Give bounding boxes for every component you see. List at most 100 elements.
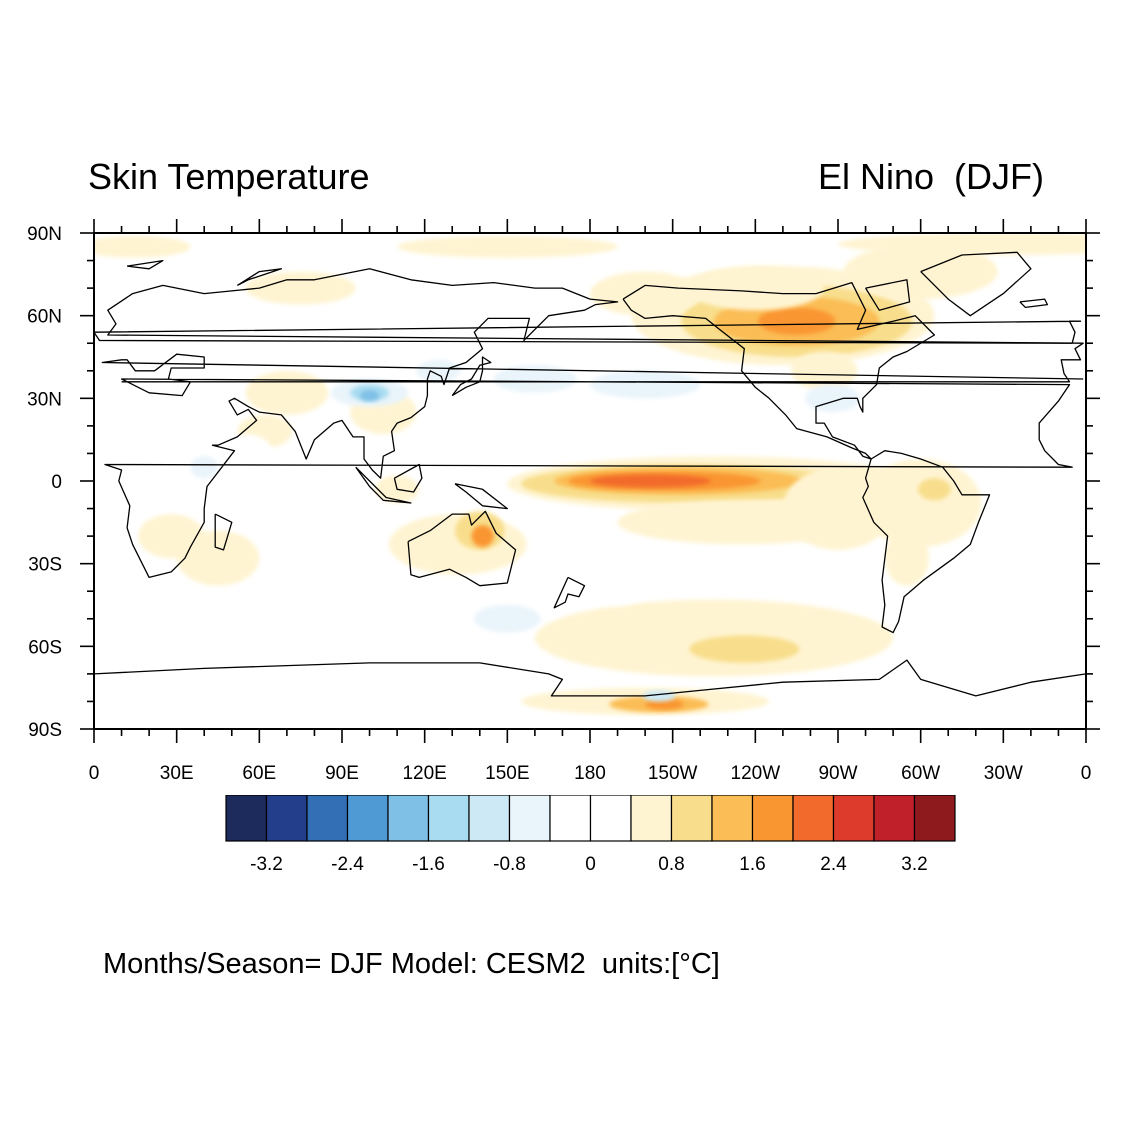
africa-europe-asia-coast	[101, 268, 1084, 579]
colorbar-box	[711, 795, 754, 842]
anomaly-contour	[590, 577, 646, 605]
colorbar-box	[873, 795, 916, 842]
lon-label: 60W	[901, 763, 940, 784]
colorbar-box	[751, 795, 794, 842]
colorbar-label: 3.2	[901, 854, 927, 875]
colorbar-box	[225, 795, 268, 842]
lon-label: 0	[89, 763, 100, 784]
axis-ticks	[80, 219, 1100, 743]
colorbar-box	[387, 795, 430, 842]
anomaly-contour	[245, 271, 356, 305]
colorbar-label: 0	[585, 854, 596, 875]
lon-label: 180	[574, 763, 606, 784]
iceland-coast	[1019, 298, 1049, 309]
anomaly-contour	[838, 233, 1086, 256]
anomaly-contour	[860, 458, 982, 548]
anomaly-contour	[245, 370, 329, 415]
coastlines	[94, 251, 1086, 697]
colorbar-label: 1.6	[739, 854, 765, 875]
new-guinea-coast	[454, 483, 508, 510]
anomaly-contour	[689, 635, 800, 663]
colorbar-box	[589, 795, 632, 842]
anomaly-contour	[190, 456, 219, 479]
lon-label: 60E	[242, 763, 276, 784]
anomaly-contour	[590, 474, 712, 488]
lat-label: 0	[51, 472, 62, 493]
colorbar-label: -0.8	[493, 854, 526, 875]
lon-label: 90E	[325, 763, 359, 784]
colorbar-box	[792, 795, 835, 842]
anomaly-contour	[884, 530, 929, 586]
novaya-zemlya-coast	[236, 268, 283, 286]
baffin-coast	[865, 279, 911, 311]
colorbar-box	[265, 795, 308, 842]
lat-label: 30N	[27, 389, 62, 410]
temperature-anomaly-field	[94, 233, 1086, 716]
colorbar-box	[508, 795, 551, 842]
lat-label: 30S	[28, 555, 62, 576]
anomaly-contour	[791, 351, 858, 391]
lon-label: 150W	[648, 763, 698, 784]
anomaly-contour	[645, 698, 684, 710]
lat-label: 90N	[27, 224, 62, 245]
plot-title-right: El Nino (DJF)	[818, 156, 1045, 197]
colorbar-box	[306, 795, 349, 842]
anomaly-contour	[686, 266, 825, 311]
colorbar-box	[346, 795, 389, 842]
lon-label: 150E	[485, 763, 529, 784]
latitude-labels: 90N 60N 30N 0 30S 60S 90S	[27, 224, 62, 741]
colorbar-box	[549, 795, 592, 842]
colorbar: -3.2 -2.4 -1.6 -0.8 0 0.8 1.6 2.4 3.2	[225, 795, 956, 875]
anomaly-contour	[917, 478, 951, 501]
australia-coast	[407, 510, 517, 587]
colorbar-label: 0.8	[658, 854, 684, 875]
footer-caption: Months/Season= DJF Model: CESM2 units:[°…	[103, 948, 720, 980]
anomaly-contour	[471, 525, 494, 548]
lat-label: 90S	[28, 720, 62, 741]
lon-label: 120W	[731, 763, 781, 784]
madagascar-coast	[214, 513, 233, 551]
uk-coast	[94, 320, 1082, 344]
antarctica-coast	[94, 659, 1086, 697]
colorbar-box	[468, 795, 511, 842]
colorbar-box	[670, 795, 713, 842]
anomaly-contour	[590, 370, 701, 399]
colorbar-boxes	[225, 795, 956, 842]
lat-label: 60S	[28, 637, 62, 658]
anomaly-contour	[359, 390, 380, 402]
anomaly-contour	[138, 514, 205, 559]
plot-title-left: Skin Temperature	[88, 156, 370, 197]
anomaly-contour	[218, 434, 274, 473]
colorbar-box	[427, 795, 470, 842]
longitude-labels: 0 30E 60E 90E 120E 150E 180 150W 120W 90W 60W 30W 0	[89, 763, 1092, 784]
anomaly-contour	[474, 605, 541, 633]
south-america-coast	[862, 450, 991, 634]
colorbar-box	[630, 795, 673, 842]
lon-label: 120E	[402, 763, 446, 784]
svalbard-coast	[127, 259, 164, 270]
anomaly-contour	[94, 235, 191, 258]
indonesia-borneo-coast	[393, 463, 423, 493]
map-panel: 90N 60N 30N 0 30S 60S 90S 0 30E 60E 90E 120E 150E 18…	[27, 219, 1100, 784]
colorbar-box	[913, 795, 956, 842]
anomaly-contour	[416, 359, 461, 382]
greenland-coast	[920, 251, 1032, 317]
lat-label: 60N	[27, 307, 62, 328]
anomaly-contour	[397, 235, 618, 258]
north-america-coast	[622, 281, 936, 460]
lon-label: 30E	[160, 763, 194, 784]
anomaly-contour	[590, 271, 701, 316]
lon-label: 0	[1081, 763, 1092, 784]
colorbar-label: 2.4	[820, 854, 847, 875]
colorbar-label: -3.2	[250, 854, 283, 875]
colorbar-box	[832, 795, 875, 842]
sumatra-java-coast	[355, 466, 412, 504]
colorbar-label: -1.6	[412, 854, 445, 875]
lon-label: 90W	[818, 763, 857, 784]
new-zealand-coast	[553, 576, 586, 609]
japan-coast	[451, 356, 492, 397]
anomaly-contour	[493, 365, 577, 393]
colorbar-label: -2.4	[331, 854, 364, 875]
lon-label: 30W	[984, 763, 1023, 784]
colorbar-labels: -3.2 -2.4 -1.6 -0.8 0 0.8 1.6 2.4 3.2	[250, 854, 928, 875]
